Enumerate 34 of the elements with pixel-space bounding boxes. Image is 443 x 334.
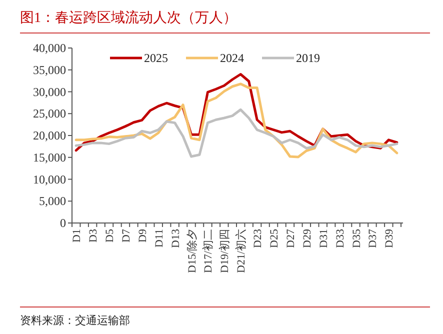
y-tick-label: 15,000 bbox=[33, 150, 66, 164]
x-tick-label: D29 bbox=[301, 228, 314, 248]
y-tick-label: 25,000 bbox=[33, 106, 66, 121]
x-tick-label: D37 bbox=[367, 228, 380, 248]
x-tick-label: D9 bbox=[136, 228, 149, 242]
y-tick-label: 30,000 bbox=[33, 84, 66, 99]
x-tick-label: D35 bbox=[350, 228, 363, 248]
legend-label: 2025 bbox=[144, 51, 168, 65]
y-tick-label: 35,000 bbox=[33, 62, 66, 77]
y-tick-label: 0 bbox=[60, 216, 66, 230]
x-tick-label: D21/初六 bbox=[234, 229, 248, 273]
x-tick-label: D3 bbox=[88, 228, 100, 242]
x-tick-label: D39 bbox=[384, 228, 396, 248]
title: 图1：春运跨区域流动人次（万人） bbox=[20, 11, 237, 26]
x-tick-label: D25 bbox=[268, 228, 281, 248]
y-tick-label: 20,000 bbox=[33, 128, 66, 142]
x-tick-label: D27 bbox=[284, 228, 297, 248]
y-tick-label: 10,000 bbox=[33, 172, 66, 186]
x-tick-label: D11 bbox=[153, 229, 166, 248]
x-tick-label: D13 bbox=[170, 228, 182, 248]
x-tick-label: D33 bbox=[334, 228, 346, 248]
y-tick-label: 5,000 bbox=[39, 194, 66, 208]
legend-label: 2024 bbox=[220, 51, 244, 65]
x-tick-label: D17/初二 bbox=[202, 229, 215, 273]
x-tick-label: D31 bbox=[318, 229, 330, 248]
legend-label: 2019 bbox=[296, 51, 320, 65]
x-tick-label: D23 bbox=[252, 228, 264, 248]
x-tick-label: D15/除夕 bbox=[186, 229, 198, 273]
text: 资料来源：交通运输部 bbox=[20, 314, 130, 327]
x-tick-label: D5 bbox=[104, 228, 116, 242]
x-tick-label: D7 bbox=[120, 228, 132, 242]
x-tick-label: D19/初四 bbox=[218, 229, 232, 273]
y-tick-label: 40,000 bbox=[33, 41, 66, 55]
x-tick-label: D1 bbox=[71, 229, 84, 242]
